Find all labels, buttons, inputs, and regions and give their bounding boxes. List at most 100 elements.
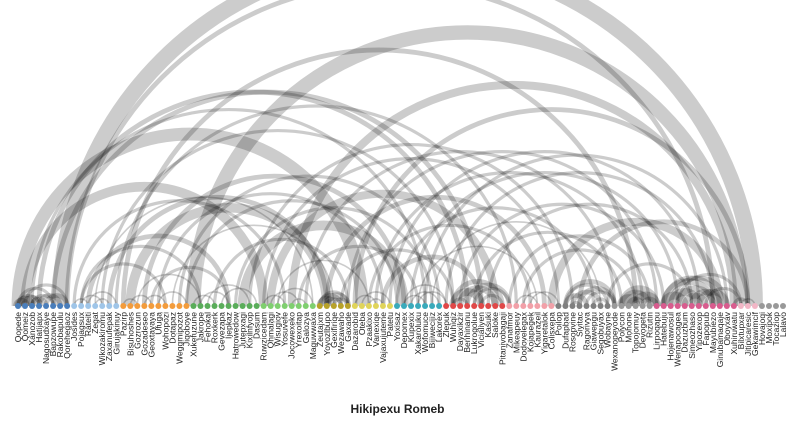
node-label: Dasum — [252, 312, 262, 339]
node-dot — [527, 303, 534, 309]
node-label: Dazarobid — [350, 312, 360, 351]
node-dot — [780, 303, 786, 309]
arc-link — [220, 287, 258, 307]
node-label: Vicialiyen — [476, 312, 486, 348]
node-label: Ragorivya — [581, 312, 591, 351]
node-label: Qopede — [13, 312, 23, 343]
node-dot — [541, 303, 548, 309]
arc-link — [120, 47, 639, 307]
arc-link — [676, 272, 743, 307]
arc-link — [563, 293, 589, 307]
node-dot — [379, 303, 386, 309]
node-label: Galozya — [301, 312, 311, 343]
node-dot — [127, 303, 134, 309]
node-label: Fapopub — [701, 312, 711, 346]
arc-link — [472, 230, 624, 307]
node-dot — [120, 303, 127, 309]
arc-link — [563, 283, 610, 307]
arc-link — [186, 25, 749, 307]
node-label: Girujakinuy — [111, 311, 121, 354]
node-dot — [148, 303, 155, 309]
arc-link — [177, 174, 441, 307]
node-label: Bapzowupe — [48, 312, 58, 357]
node-label: Bilxtupxar — [736, 312, 746, 349]
arc-link — [237, 220, 409, 307]
arc-link — [52, 0, 763, 307]
arc-link — [346, 150, 659, 307]
arc-link — [367, 223, 532, 307]
node-dot — [141, 303, 148, 309]
arc-link — [577, 286, 617, 307]
node-label: Zanafmor — [504, 312, 514, 349]
arc-link — [318, 290, 350, 307]
arc-link — [659, 291, 689, 307]
node-dot — [513, 303, 520, 309]
arc-link — [87, 291, 118, 307]
arc-link — [521, 248, 638, 307]
node-dot — [22, 303, 29, 309]
arc-link — [136, 273, 202, 307]
node-dot — [674, 303, 681, 309]
node-label: Segobuyax — [596, 311, 606, 354]
node-dot — [492, 303, 499, 309]
node-dot — [337, 303, 344, 309]
node-label: Ijepkaz — [224, 312, 234, 339]
arc-link — [563, 279, 617, 307]
arc-link — [125, 203, 332, 307]
arc-link — [171, 224, 335, 307]
node-label: Wenapocagea — [673, 312, 683, 367]
arc-link — [23, 283, 69, 307]
node-dot — [569, 303, 576, 309]
arc-link — [704, 286, 743, 307]
arc-link — [30, 108, 427, 307]
node-label: Bijiwecijiz — [427, 312, 437, 348]
node-dot — [443, 303, 450, 309]
arc-link — [409, 171, 680, 307]
arc-link — [361, 291, 391, 307]
arc-link — [529, 291, 560, 307]
node-dot — [295, 303, 302, 309]
node-label: Ufuga — [153, 312, 163, 335]
arc-link — [410, 291, 440, 307]
node-label: Weggmipozot — [174, 311, 184, 363]
node-dot — [267, 303, 274, 309]
node-dot — [288, 303, 295, 309]
node-label: Saloke — [490, 312, 500, 338]
node-dot — [274, 303, 281, 309]
arc-link — [143, 294, 167, 307]
node-dot — [562, 303, 569, 309]
node-dot — [309, 303, 316, 309]
node-label: Gekawimcif — [750, 311, 760, 356]
node-label: Yrexoitap — [294, 312, 304, 348]
node-label: Wikozakiromu — [97, 312, 107, 366]
node-label: Xukefuzune — [188, 312, 198, 357]
node-label: Wofomuce — [420, 312, 430, 353]
node-dot — [64, 303, 71, 309]
node-label: Josides — [69, 312, 79, 341]
node-label: Bisuhoshes — [125, 312, 135, 356]
arc-link — [618, 285, 660, 307]
node-label: Wuhiqiz — [448, 312, 458, 342]
node-dot — [57, 303, 64, 309]
node-dot — [625, 303, 632, 309]
node-dot — [590, 303, 597, 309]
arc-link — [100, 128, 455, 307]
node-dot — [162, 303, 169, 309]
node-dot — [344, 303, 351, 309]
arc-link — [79, 262, 167, 307]
arc-link — [660, 278, 717, 307]
node-dot — [246, 303, 253, 309]
node-dot — [323, 303, 330, 309]
arc-link — [431, 221, 602, 307]
arc-link — [297, 244, 420, 307]
arc-link — [624, 291, 654, 307]
arc-link — [317, 293, 344, 307]
node-label: Qhmalagi — [266, 312, 276, 348]
arc-link — [324, 194, 547, 307]
arc-link — [276, 287, 314, 307]
node-label: Jitipicaresic — [743, 311, 753, 356]
node-dot — [667, 303, 674, 309]
node-dot — [457, 303, 464, 309]
node-dot — [464, 303, 471, 309]
